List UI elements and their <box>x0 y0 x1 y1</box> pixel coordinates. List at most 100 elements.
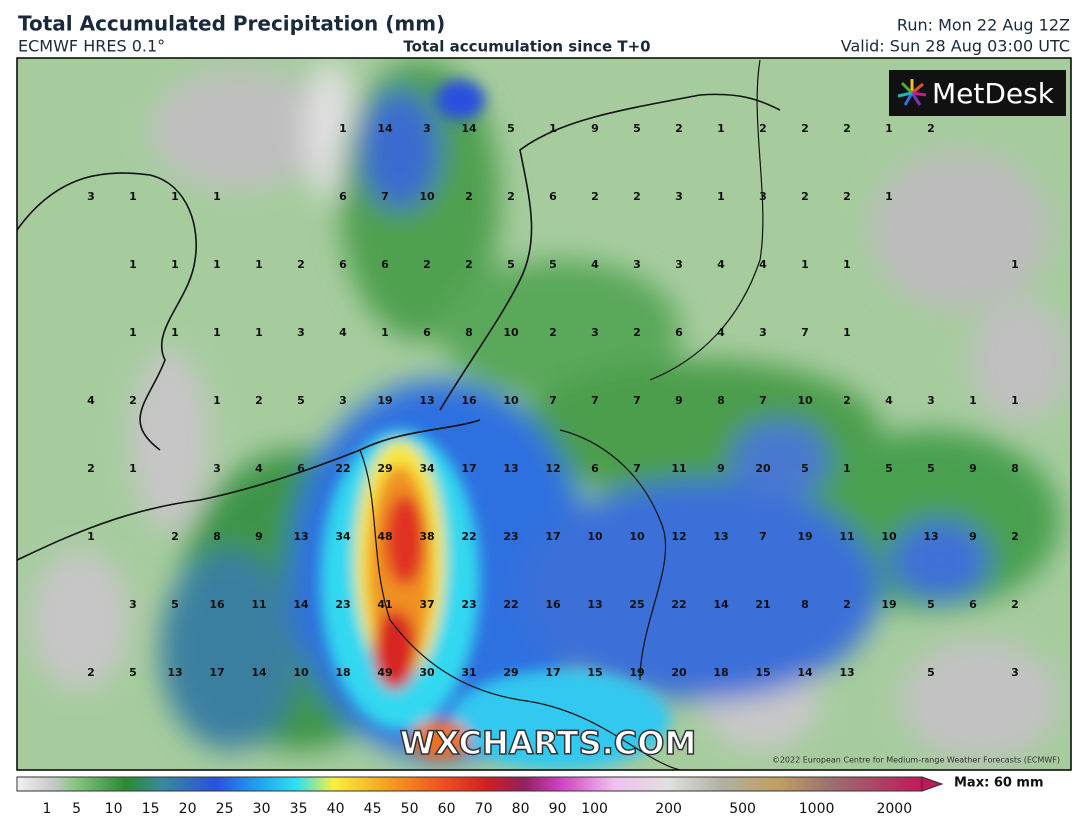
grid-value: 9 <box>675 394 683 407</box>
grid-value: 10 <box>797 394 813 407</box>
grid-value: 6 <box>549 190 557 203</box>
grid-value: 31 <box>461 666 476 679</box>
colorbar-label: 70 <box>475 801 493 817</box>
grid-value: 2 <box>843 598 851 611</box>
grid-value: 3 <box>87 190 95 203</box>
grid-value: 14 <box>713 598 729 611</box>
grid-value: 1 <box>381 326 389 339</box>
colorbar-label: 25 <box>216 801 234 817</box>
grid-value: 2 <box>255 394 263 407</box>
grid-value: 17 <box>209 666 224 679</box>
grid-value: 2 <box>423 258 431 271</box>
grid-value: 5 <box>129 666 137 679</box>
grid-value: 6 <box>591 462 599 475</box>
grid-value: 2 <box>759 122 767 135</box>
grid-value: 13 <box>167 666 182 679</box>
colorbar-label: 10 <box>105 801 123 817</box>
grid-value: 13 <box>503 462 518 475</box>
grid-value: 2 <box>1011 598 1019 611</box>
grid-value: 11 <box>671 462 686 475</box>
grid-value: 1 <box>171 258 179 271</box>
grid-value: 1 <box>129 258 137 271</box>
grid-value: 7 <box>633 394 641 407</box>
grid-value: 13 <box>293 530 308 543</box>
grid-value: 23 <box>503 530 518 543</box>
grid-value: 1 <box>843 326 851 339</box>
grid-value: 9 <box>969 530 977 543</box>
grid-value: 20 <box>671 666 687 679</box>
grid-value: 4 <box>717 258 725 271</box>
subtitle: Total accumulation since T+0 <box>403 38 650 56</box>
grid-value: 1 <box>213 326 221 339</box>
grid-value: 19 <box>797 530 812 543</box>
colorbar-label: 5 <box>72 801 81 817</box>
grid-value: 30 <box>419 666 435 679</box>
copyright: ©2022 European Centre for Medium-range W… <box>772 756 1060 765</box>
grid-value: 1 <box>885 190 893 203</box>
colorbar <box>16 776 923 792</box>
grid-value: 34 <box>419 462 435 475</box>
grid-value: 11 <box>251 598 266 611</box>
grid-value: 7 <box>591 394 599 407</box>
grid-value: 1 <box>129 190 137 203</box>
colorbar-label: 30 <box>253 801 271 817</box>
grid-value: 1 <box>801 258 809 271</box>
grid-value: 1 <box>885 122 893 135</box>
colorbar-label: 20 <box>179 801 197 817</box>
grid-value: 20 <box>755 462 771 475</box>
grid-value: 1 <box>129 462 137 475</box>
grid-value: 5 <box>507 258 515 271</box>
colorbar-label: 15 <box>142 801 160 817</box>
grid-value: 1 <box>969 394 977 407</box>
grid-value: 5 <box>927 666 935 679</box>
map-frame <box>16 57 1072 771</box>
grid-value: 16 <box>461 394 477 407</box>
run: Run: Mon 22 Aug 12Z <box>897 16 1070 35</box>
grid-value: 49 <box>377 666 392 679</box>
grid-value: 16 <box>209 598 225 611</box>
grid-value: 2 <box>801 122 809 135</box>
grid-value: 1 <box>213 394 221 407</box>
colorbar-label: 1000 <box>799 801 835 817</box>
grid-value: 1 <box>129 326 137 339</box>
grid-value: 9 <box>591 122 599 135</box>
grid-value: 2 <box>297 258 305 271</box>
map: 1 14 3 14 5 1 9 5 2 1 2 2 2 1 23 1 1 1 6 7 10 2 2 6 2 2 3 1 3 2 2 11 1 1 1… <box>17 58 1071 770</box>
grid-value: 1 <box>549 122 557 135</box>
grid-value: 6 <box>339 258 347 271</box>
grid-value: 1 <box>843 258 851 271</box>
colorbar-label: 1 <box>43 801 52 817</box>
grid-value: 13 <box>587 598 602 611</box>
grid-value: 3 <box>1011 666 1019 679</box>
grid-value: 4 <box>759 258 767 271</box>
grid-value: 13 <box>923 530 938 543</box>
grid-value: 3 <box>591 326 599 339</box>
grid-value: 4 <box>87 394 95 407</box>
grid-value: 5 <box>297 394 305 407</box>
grid-value: 13 <box>713 530 728 543</box>
colorbar-label: 2000 <box>876 801 912 817</box>
grid-value: 21 <box>755 598 770 611</box>
grid-value: 2 <box>507 190 515 203</box>
grid-value: 29 <box>377 462 392 475</box>
grid-value: 1 <box>213 190 221 203</box>
colorbar-label: 100 <box>581 801 608 817</box>
grid-value: 6 <box>423 326 431 339</box>
grid-value: 2 <box>87 462 95 475</box>
grid-value: 2 <box>633 190 641 203</box>
colorbar-label: 80 <box>512 801 530 817</box>
grid-value: 2 <box>129 394 137 407</box>
colorbar-label: 90 <box>549 801 567 817</box>
grid-value: 14 <box>377 122 393 135</box>
grid-value: 1 <box>717 190 725 203</box>
grid-value: 3 <box>927 394 935 407</box>
grid-value: 2 <box>465 258 473 271</box>
grid-value: 4 <box>717 326 725 339</box>
colorbar-label: 45 <box>364 801 382 817</box>
grid-value: 1 <box>171 190 179 203</box>
colorbar-label: 60 <box>438 801 456 817</box>
title: Total Accumulated Precipitation (mm) <box>18 12 445 36</box>
grid-value: 6 <box>339 190 347 203</box>
grid-value: 2 <box>633 326 641 339</box>
grid-value: 8 <box>801 598 809 611</box>
